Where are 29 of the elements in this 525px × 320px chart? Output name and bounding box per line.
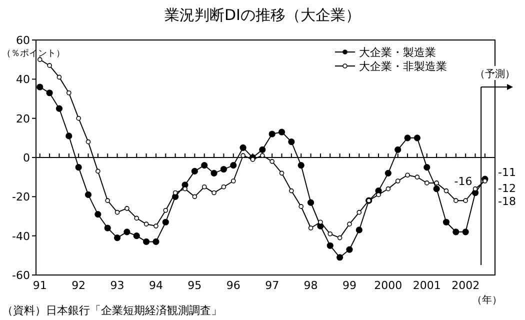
data-label: -11 xyxy=(498,166,516,180)
title: 業況判断DIの推移（大企業） xyxy=(164,6,360,24)
data-label: -12 xyxy=(498,182,516,195)
x-tick-label: 2001 xyxy=(412,279,441,292)
x-tick-label: 95 xyxy=(188,279,202,292)
y-tick-label: -60 xyxy=(12,269,30,282)
y-tick-label: -20 xyxy=(12,190,30,204)
x-tick-label: 93 xyxy=(110,279,124,292)
legend-label: 大企業・非製造業 xyxy=(359,60,447,73)
x-tick-label: 98 xyxy=(304,279,318,292)
y-tick-label: 40 xyxy=(16,73,30,86)
text: （資料）日本銀行「企業短期経済観測調査」 xyxy=(2,304,222,317)
ref-line-label: （予測） xyxy=(475,68,516,80)
y-tick-label: 20 xyxy=(16,112,30,126)
y-tick-label: 60 xyxy=(16,34,30,47)
data-label: -18 xyxy=(498,194,516,208)
x-tick-label: 94 xyxy=(148,279,163,292)
x-axis-title: （年） xyxy=(472,294,502,306)
x-tick-label: 96 xyxy=(226,279,240,292)
y-tick-label: 0 xyxy=(23,152,30,164)
x-tick-label: 2002 xyxy=(452,279,480,292)
x-tick-label: 91 xyxy=(32,279,47,292)
data-label: -16 xyxy=(454,174,472,188)
x-tick-label: 97 xyxy=(265,279,280,292)
x-tick-label: 99 xyxy=(342,279,356,292)
y-tick-label: -40 xyxy=(12,230,30,243)
legend-label: 大企業・製造業 xyxy=(359,46,436,59)
x-tick-label: 2000 xyxy=(374,279,402,292)
x-tick-label: 92 xyxy=(72,279,86,292)
